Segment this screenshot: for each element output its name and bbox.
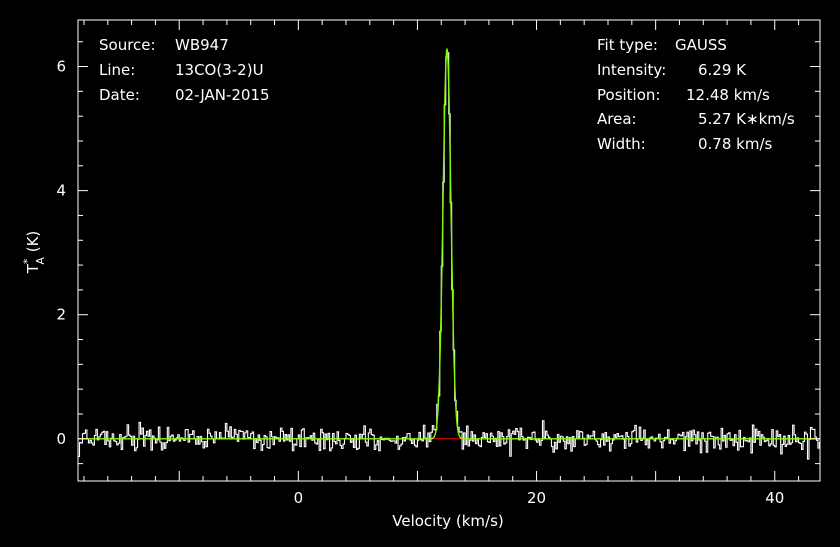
x-tick-label: 0: [294, 489, 304, 507]
x-axis-label: Velocity (km/s): [392, 512, 503, 530]
fit-intensity-value: 6.29 K: [698, 61, 747, 79]
fit-position-label: Position:: [597, 86, 660, 104]
y-tick-label: 4: [56, 182, 66, 200]
line-value: 13CO(3-2)U: [175, 61, 264, 79]
date-value: 02-JAN-2015: [175, 86, 270, 104]
y-tick-label: 0: [56, 430, 66, 448]
fit-type-value: GAUSS: [675, 36, 727, 54]
date-label: Date:: [99, 86, 140, 104]
source-label: Source:: [99, 36, 156, 54]
fit-area-label: Area:: [597, 110, 637, 128]
fit-type-label: Fit type:: [597, 36, 658, 54]
axes-layer: 0 20 40 0 2 4 6: [56, 19, 821, 507]
fit-intensity-label: Intensity:: [597, 61, 666, 79]
x-tick-label: 40: [765, 489, 784, 507]
source-value: WB947: [175, 36, 229, 54]
y-axis-label-sub: A: [34, 257, 47, 265]
fit-width-label: Width:: [597, 135, 646, 153]
y-tick-label: 6: [56, 58, 66, 76]
y-axis-label-main: T: [24, 263, 42, 274]
spectrum-layer: [78, 48, 820, 460]
y-axis-label: T*A (K): [21, 231, 47, 275]
fit-width-value: 0.78 km/s: [698, 135, 773, 153]
fit-area-value: 5.27 K∗km/s: [698, 110, 795, 128]
y-axis-label-sup: *: [21, 258, 34, 264]
gaussian-fit-curve: [78, 48, 820, 440]
x-tick-label: 20: [527, 489, 546, 507]
fit-position-value: 12.48 km/s: [686, 86, 770, 104]
y-tick-label: 2: [56, 306, 66, 324]
line-label: Line:: [99, 61, 135, 79]
plot-frame: [77, 19, 821, 482]
y-axis-label-unit: (K): [24, 231, 42, 257]
